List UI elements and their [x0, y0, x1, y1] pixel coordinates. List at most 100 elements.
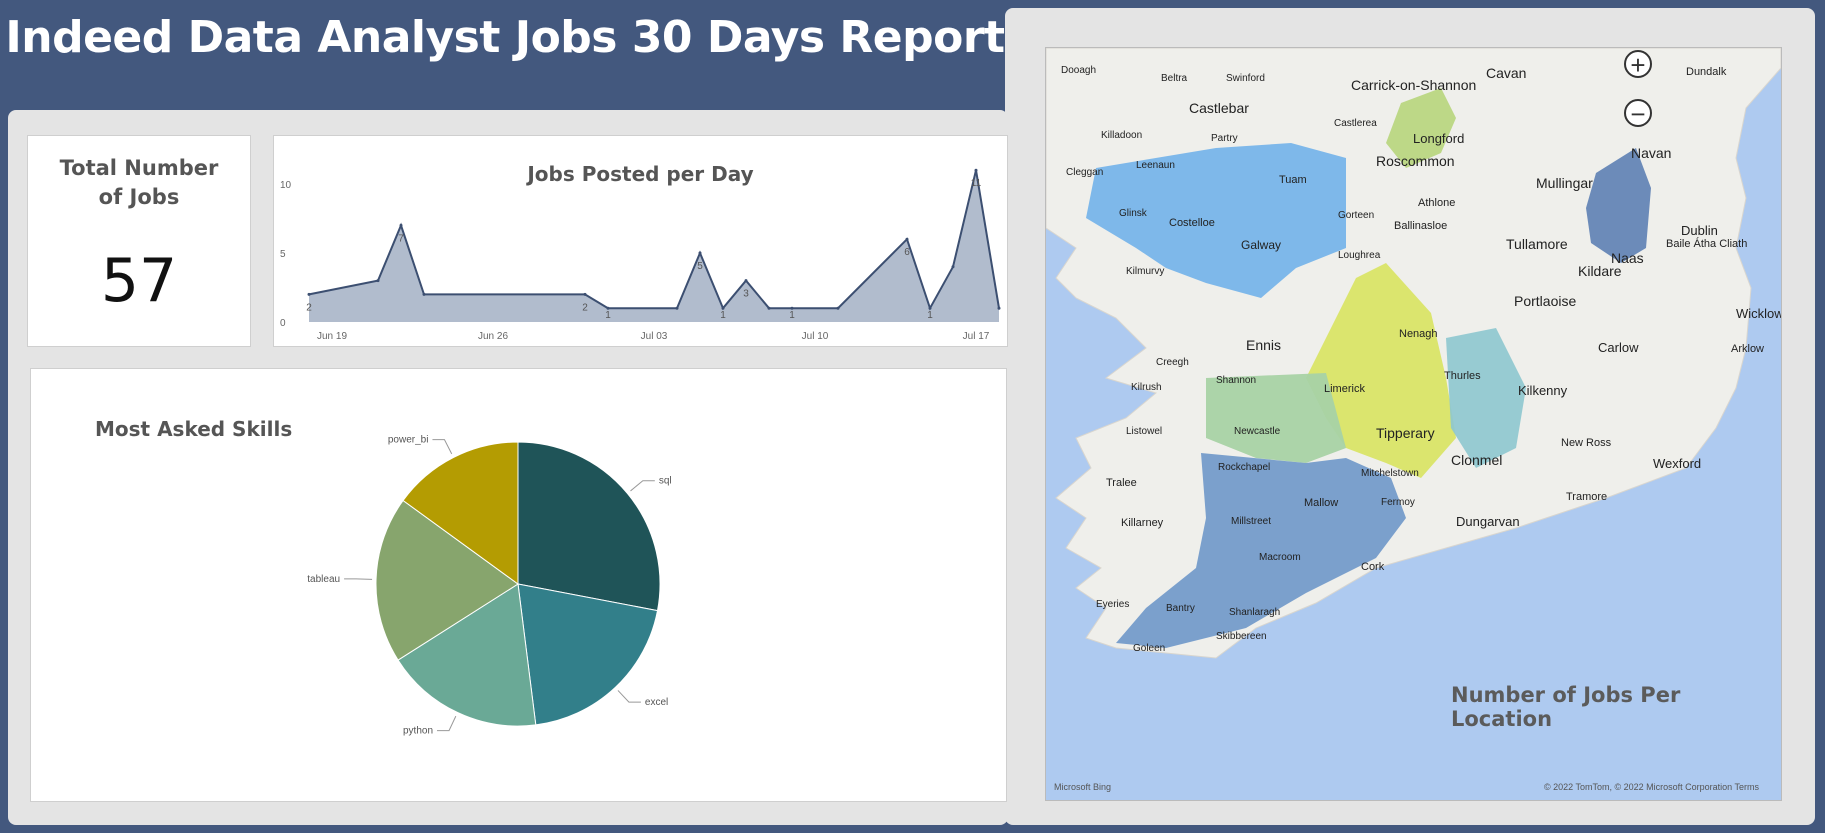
town-label: Naas	[1611, 250, 1644, 266]
town-label: Roscommon	[1376, 153, 1455, 169]
town-label: Swinford	[1226, 73, 1265, 84]
pie-slice-power_bi[interactable]	[402, 441, 519, 585]
x-tick-label: Jul 10	[802, 331, 829, 342]
data-label: 1	[927, 310, 933, 321]
pie-slice-excel[interactable]	[517, 583, 659, 726]
town-label: Listowel	[1126, 426, 1162, 437]
town-label: Leenaun	[1136, 160, 1175, 171]
data-point[interactable]	[905, 237, 909, 241]
data-point[interactable]	[698, 251, 702, 255]
town-label: Creegh	[1156, 357, 1189, 368]
town-label: Longford	[1413, 131, 1464, 146]
total-jobs-card[interactable]: Total Number of Jobs 57	[27, 135, 251, 347]
pie-slice-sql[interactable]	[517, 441, 661, 612]
line-chart-title: Jobs Posted per Day	[527, 162, 754, 186]
zoom-out-button[interactable]: −	[1624, 99, 1652, 128]
data-point[interactable]	[422, 292, 426, 296]
data-point[interactable]	[790, 306, 794, 310]
town-label: Shannon	[1216, 375, 1256, 386]
report-title: Indeed Data Analyst Jobs 30 Days Report	[5, 12, 1005, 63]
town-label: Costelloe	[1169, 217, 1215, 229]
town-label: Millstreet	[1231, 516, 1271, 527]
town-label: Gorteen	[1338, 210, 1374, 221]
town-label: Tipperary	[1376, 425, 1435, 441]
data-point[interactable]	[928, 306, 932, 310]
town-label: Castlerea	[1334, 118, 1377, 129]
data-point[interactable]	[744, 279, 748, 283]
data-point[interactable]	[836, 306, 840, 310]
data-point[interactable]	[376, 279, 380, 283]
town-label: Dundalk	[1686, 66, 1727, 78]
map-copyright[interactable]: © 2022 TomTom, © 2022 Microsoft Corporat…	[1543, 782, 1759, 792]
data-point[interactable]	[721, 306, 725, 310]
pie-label-excel: excel	[645, 697, 668, 708]
ireland-map[interactable]: Dooagh Beltra Swinford Carrick-on-Shannon Ca…	[1046, 48, 1781, 800]
town-label: Bantry	[1166, 603, 1195, 614]
town-label: Beltra	[1161, 73, 1188, 84]
town-label: Ennis	[1246, 337, 1281, 353]
town-label: Eyeries	[1096, 599, 1129, 610]
region-galway	[1086, 143, 1346, 298]
town-label: Kildare	[1578, 263, 1622, 279]
leader-line	[437, 715, 457, 732]
data-label: 1	[605, 310, 611, 321]
data-point[interactable]	[951, 265, 955, 269]
town-label: Skibbereen	[1216, 631, 1267, 642]
town-label: Cleggan	[1066, 167, 1103, 178]
town-label: Goleen	[1133, 643, 1165, 654]
skills-pie-chart[interactable]: sql excel python tableau power_bi	[31, 369, 1006, 801]
pie-slice-tableau[interactable]	[375, 499, 519, 661]
data-label: 5	[697, 261, 703, 272]
town-label: Glinsk	[1119, 208, 1148, 219]
x-tick-label: Jul 03	[641, 331, 668, 342]
town-label: Wexford	[1653, 456, 1701, 471]
town-label: Dooagh	[1061, 65, 1096, 76]
town-label: Carrick-on-Shannon	[1351, 77, 1476, 93]
skills-card[interactable]: Most Asked Skills sql excel python tableau p…	[30, 368, 1007, 802]
town-label: Cork	[1361, 561, 1385, 573]
town-label: Arklow	[1731, 343, 1764, 355]
pie-slice-python[interactable]	[397, 583, 537, 727]
town-label: Loughrea	[1338, 250, 1381, 261]
leader-line	[432, 439, 453, 455]
town-label: Tralee	[1106, 477, 1137, 489]
jobs-per-day-chart[interactable]: 0 5 10 Jun 19 Jun 26 Jul 03 Jul 10 Jul 17 2 7 2 1 5 1…	[274, 136, 1007, 346]
town-label: Killarney	[1121, 517, 1164, 529]
map-town-layer: Dooagh Beltra Swinford Carrick-on-Shannon Ca…	[1061, 65, 1781, 654]
town-label: Kilrush	[1131, 382, 1162, 393]
data-point[interactable]	[606, 306, 610, 310]
pie-label-power_bi: power_bi	[388, 435, 429, 446]
data-point[interactable]	[583, 292, 587, 296]
town-label: Newcastle	[1234, 426, 1281, 437]
town-label: Athlone	[1418, 197, 1455, 209]
data-label: 1	[720, 310, 726, 321]
data-label: 11	[971, 178, 982, 189]
town-label: Mallow	[1304, 497, 1338, 509]
data-point[interactable]	[307, 292, 311, 296]
data-label: 6	[904, 247, 910, 258]
bing-logo: Microsoft Bing	[1054, 782, 1112, 792]
data-point[interactable]	[399, 223, 403, 227]
data-point[interactable]	[997, 306, 1001, 310]
pie-label-tableau: tableau	[307, 574, 340, 585]
zoom-in-button[interactable]: +	[1624, 50, 1652, 79]
total-jobs-label-line1: Total Number	[59, 156, 219, 180]
data-point[interactable]	[974, 168, 978, 172]
area-line	[308, 169, 1000, 311]
data-point[interactable]	[675, 306, 679, 310]
data-label: 2	[306, 302, 312, 313]
data-label: 1	[789, 310, 795, 321]
town-label: Rockchapel	[1218, 462, 1270, 473]
town-label: Limerick	[1324, 383, 1365, 395]
town-label: Nenagh	[1399, 328, 1438, 340]
town-label: Fermoy	[1381, 497, 1415, 508]
town-label: Navan	[1631, 145, 1671, 161]
data-label: 2	[582, 302, 588, 313]
jobs-per-day-card[interactable]: Jobs Posted per Day 0 5 10 Jun 19 Jun 26 Jul …	[273, 135, 1008, 347]
town-label: Tuam	[1279, 174, 1307, 186]
jobs-location-map[interactable]: Dooagh Beltra Swinford Carrick-on-Shannon Ca…	[1045, 47, 1782, 801]
town-label: Partry	[1211, 133, 1238, 144]
y-tick-label: 10	[280, 180, 292, 191]
data-point[interactable]	[767, 306, 771, 310]
leader-line	[617, 690, 641, 703]
